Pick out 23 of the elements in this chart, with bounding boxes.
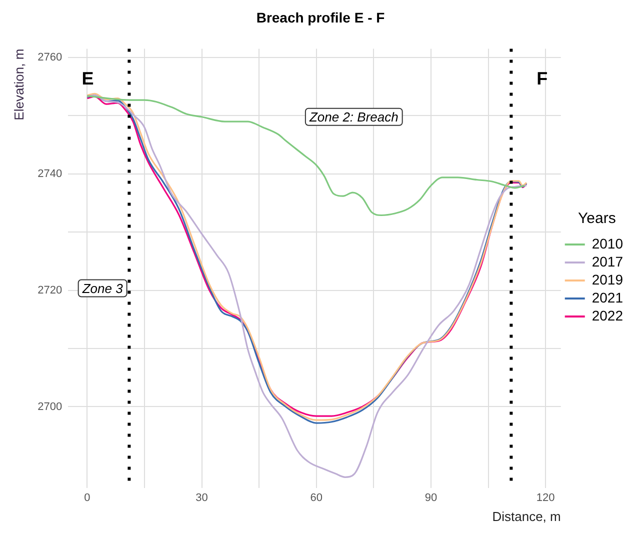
annotation: E: [82, 68, 94, 89]
x-tick-label: 90: [424, 492, 438, 504]
x-tick-label: 60: [310, 492, 322, 504]
line-series: [86, 95, 526, 216]
chart-title: Breach profile E - F: [256, 9, 386, 26]
legend-label: 2010: [592, 235, 624, 252]
legend-label: 2019: [592, 271, 624, 288]
annotation: Zone 2: Breach: [308, 110, 398, 125]
x-axis-title: Distance, m: [492, 508, 561, 524]
y-tick-label: 2700: [38, 400, 62, 413]
y-tick-label: 2720: [38, 284, 62, 296]
x-tick-label: 0: [84, 492, 90, 504]
y-axis-title: Elevation, m: [11, 48, 26, 120]
annotation: Zone 3: [81, 280, 124, 296]
x-tick-label: 30: [196, 492, 208, 504]
legend-label: 2021: [592, 289, 624, 306]
y-tick-label: 2760: [38, 52, 62, 64]
annotation: F: [536, 68, 548, 89]
legend-label: 2017: [592, 253, 624, 270]
x-tick-label: 120: [536, 492, 555, 504]
legend-title: Years: [578, 210, 616, 228]
legend-label: 2022: [592, 307, 624, 324]
y-tick-label: 2740: [38, 168, 62, 180]
